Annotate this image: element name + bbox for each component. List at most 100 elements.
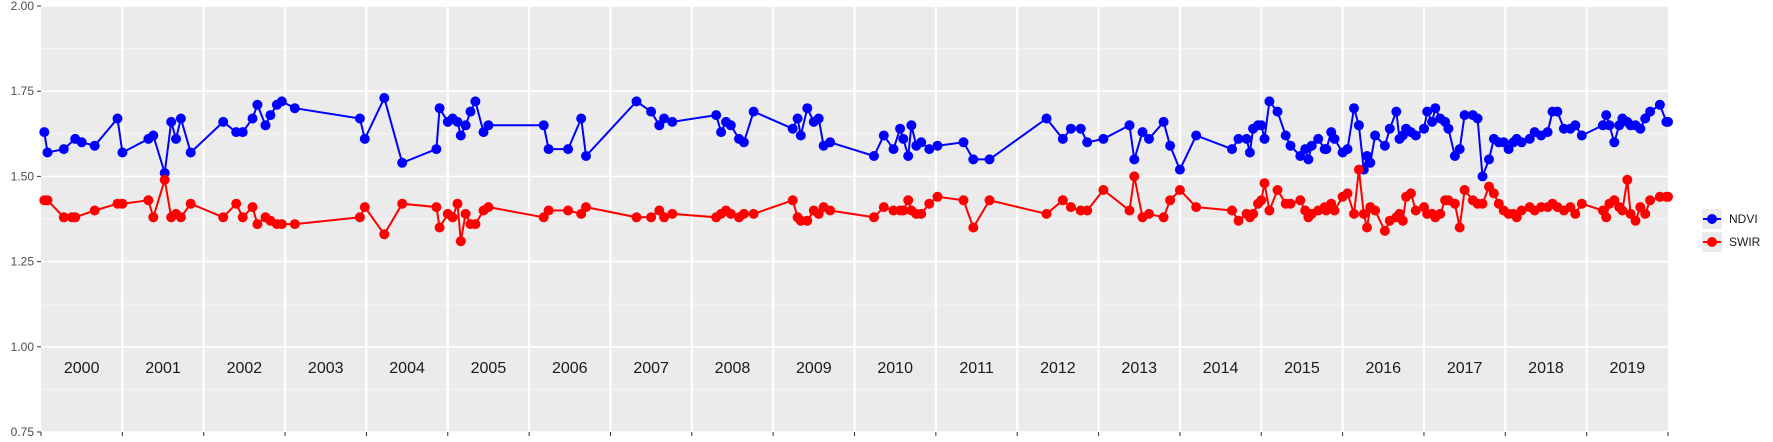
ndvi-point [1313, 133, 1324, 144]
ndvi-point [924, 144, 935, 155]
ndvi-point [265, 110, 276, 121]
y-tick-label: 1.25 [11, 255, 35, 269]
ndvi-point [39, 127, 50, 138]
swir-point [667, 208, 678, 219]
swir-point [1358, 208, 1369, 219]
ndvi-point [1427, 116, 1438, 127]
ndvi-point [1065, 123, 1076, 134]
swir-point [231, 198, 242, 209]
swir-point [460, 208, 471, 219]
swir-point [1227, 205, 1237, 216]
ndvi-point [1601, 110, 1612, 121]
ndvi-point [455, 130, 466, 141]
swir-point [1349, 208, 1359, 219]
year-label: 2006 [552, 360, 588, 377]
swir-point [748, 208, 759, 219]
ndvi-point [895, 123, 906, 134]
ndvi-legend-marker [1707, 214, 1717, 224]
year-label: 2012 [1040, 360, 1076, 377]
ndvi-point [1635, 123, 1646, 134]
ndvi-point [581, 151, 591, 161]
ndvi-point [1609, 137, 1620, 148]
swir-point [1477, 198, 1488, 209]
swir-point [1617, 205, 1628, 216]
swir-point [725, 208, 736, 219]
ndvi-point [247, 113, 258, 124]
ndvi-point [1349, 103, 1359, 114]
swir-point [787, 195, 798, 206]
swir-point [802, 215, 813, 226]
year-label: 2015 [1284, 360, 1320, 377]
swir-point [1158, 212, 1169, 223]
ndvi-point [787, 123, 798, 134]
swir-point [1454, 222, 1465, 233]
swir-point [1370, 205, 1381, 216]
swir-point [359, 202, 370, 213]
ndvi-point [89, 140, 100, 151]
swir-point [1285, 198, 1296, 209]
ndvi-point [42, 147, 53, 158]
ndvi-point [659, 113, 670, 124]
ndvi-point [1430, 103, 1441, 114]
ndvi-point [1353, 120, 1364, 131]
ndvi-point [1082, 137, 1093, 148]
ndvi-point [576, 113, 587, 124]
ndvi-point [792, 113, 803, 124]
ndvi-point [1165, 140, 1176, 151]
ndvi-point [1329, 133, 1340, 144]
year-label: 2001 [145, 360, 181, 377]
swir-point [903, 195, 914, 206]
swir-point [898, 205, 909, 216]
swir-point [916, 208, 927, 219]
swir-legend-label: SWIR [1729, 235, 1761, 249]
ndvi-point [1244, 147, 1255, 158]
ndvi-point [1041, 113, 1052, 124]
swir-point [1165, 195, 1176, 206]
ndvi-point [1124, 120, 1135, 131]
swir-point [117, 198, 128, 209]
swir-point [543, 205, 554, 216]
ndvi-point [1057, 133, 1068, 144]
swir-point [70, 212, 81, 223]
swir-point [175, 212, 186, 223]
year-label: 2005 [471, 360, 507, 377]
swir-point [159, 174, 170, 185]
ndvi-point [1129, 154, 1140, 165]
ndvi-point [1604, 120, 1615, 131]
y-tick-label: 1.75 [11, 84, 35, 98]
swir-point [825, 205, 836, 216]
swir-point [1410, 205, 1421, 216]
year-label: 2016 [1365, 360, 1401, 377]
swir-legend-marker [1707, 237, 1717, 247]
ndvi-point [906, 120, 917, 131]
ndvi-point [898, 133, 909, 144]
swir-point [1259, 178, 1270, 189]
swir-point [397, 198, 408, 209]
year-label: 2014 [1203, 360, 1239, 377]
swir-point [1272, 185, 1283, 195]
ndvi-point [1640, 113, 1651, 124]
ndvi-point [431, 144, 442, 155]
swir-point [1295, 195, 1306, 206]
ndvi-point [1370, 130, 1381, 141]
ndvi-point [1259, 133, 1270, 144]
y-tick-label: 2.00 [11, 0, 35, 13]
swir-point [1264, 205, 1275, 216]
ndvi-point [1410, 130, 1421, 141]
swir-point [289, 219, 300, 230]
swir-point [143, 195, 154, 206]
ndvi-point [434, 103, 445, 114]
ndvi-point [1365, 157, 1376, 168]
swir-point [148, 212, 159, 223]
ndvi-point [825, 137, 836, 148]
ndvi-point [813, 113, 824, 124]
ndvi-point [958, 137, 969, 148]
swir-point [1082, 205, 1093, 216]
ndvi-point [802, 103, 813, 114]
swir-point [1622, 174, 1633, 185]
ndvi-point [1459, 110, 1470, 121]
ndvi-legend-label: NDVI [1729, 212, 1758, 226]
ndvi-point [1241, 133, 1252, 144]
ndvi-point [1256, 120, 1267, 131]
swir-point [932, 191, 943, 202]
